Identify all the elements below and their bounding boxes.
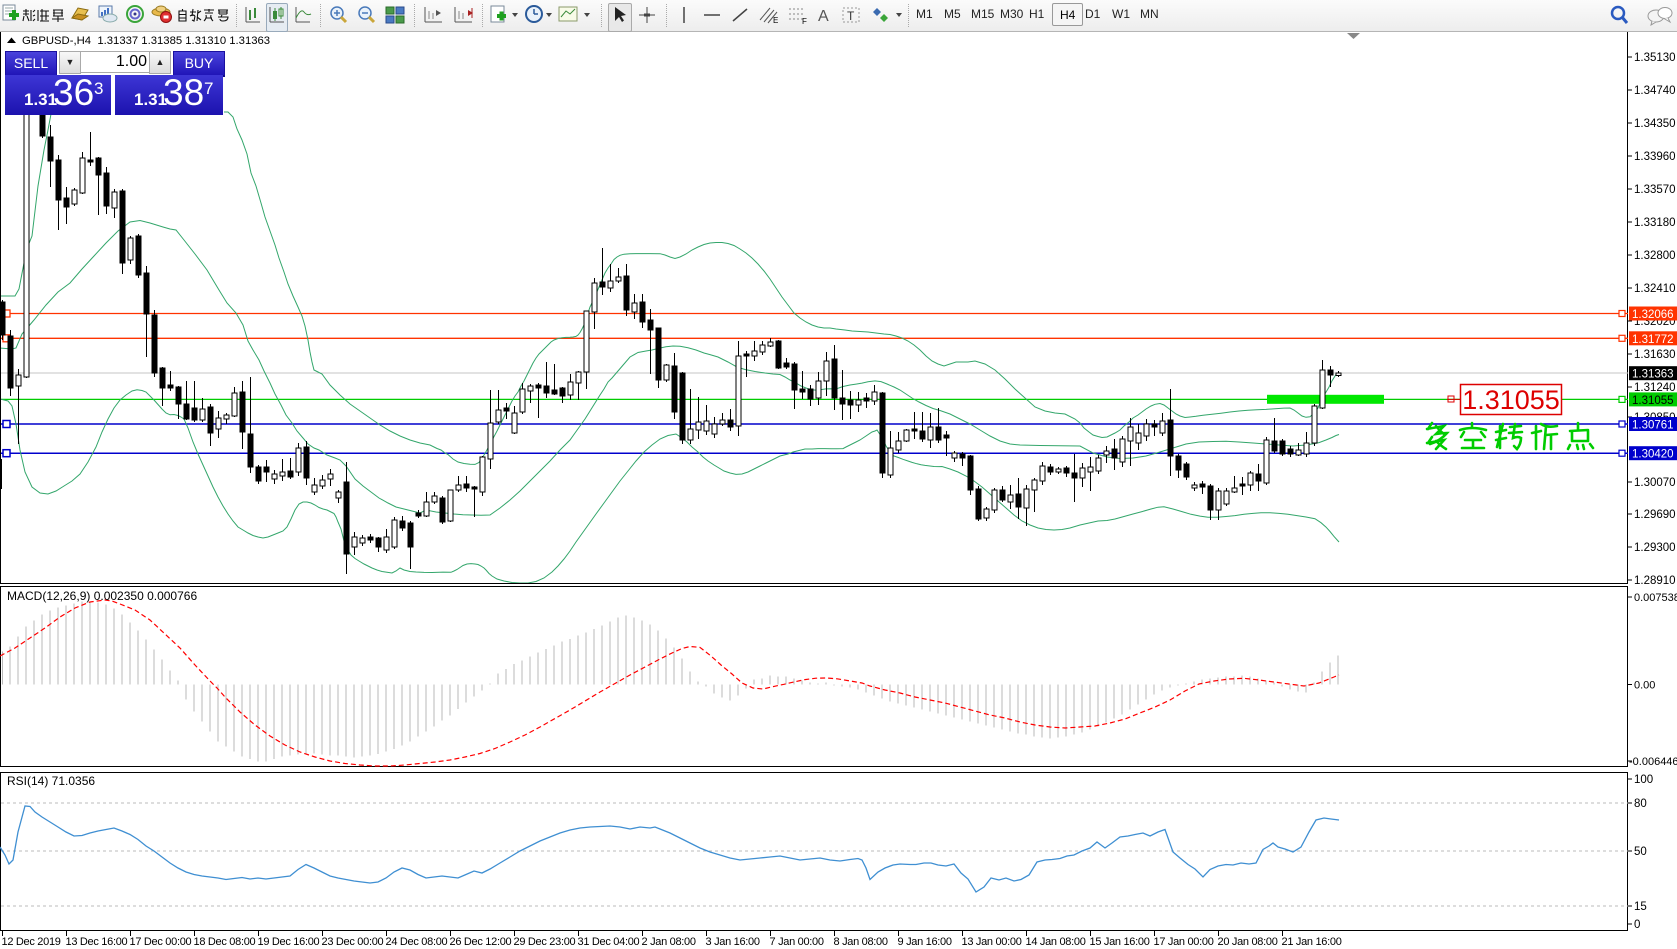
- svg-text:1.31630: 1.31630: [1634, 349, 1676, 361]
- svg-text:31 Dec 04:00: 31 Dec 04:00: [578, 936, 640, 948]
- svg-text:1.31240: 1.31240: [1634, 382, 1676, 394]
- svg-text:1.32066: 1.32066: [1632, 309, 1674, 321]
- svg-text:18 Dec 08:00: 18 Dec 08:00: [194, 936, 256, 948]
- svg-text:-0.006446: -0.006446: [1629, 756, 1677, 768]
- svg-text:50: 50: [1634, 846, 1647, 858]
- svg-text:1.34740: 1.34740: [1634, 85, 1676, 97]
- svg-text:21 Jan 16:00: 21 Jan 16:00: [1282, 936, 1342, 948]
- svg-text:26 Dec 12:00: 26 Dec 12:00: [450, 936, 512, 948]
- svg-text:24 Dec 08:00: 24 Dec 08:00: [386, 936, 448, 948]
- svg-text:3 Jan 16:00: 3 Jan 16:00: [706, 936, 760, 948]
- svg-text:12 Dec 2019: 12 Dec 2019: [2, 936, 61, 948]
- svg-text:19 Dec 16:00: 19 Dec 16:00: [258, 936, 320, 948]
- svg-text:1.33180: 1.33180: [1634, 217, 1676, 229]
- svg-text:A: A: [818, 8, 829, 25]
- svg-text:E: E: [773, 16, 778, 25]
- svg-text:1.31772: 1.31772: [1632, 334, 1674, 346]
- svg-text:1.35130: 1.35130: [1634, 52, 1676, 64]
- svg-text:0.007538: 0.007538: [1634, 592, 1677, 604]
- svg-text:0: 0: [1634, 919, 1640, 931]
- svg-text:15 Jan 16:00: 15 Jan 16:00: [1090, 936, 1150, 948]
- svg-text:8 Jan 08:00: 8 Jan 08:00: [834, 936, 888, 948]
- svg-text:RSI(14) 71.0356: RSI(14) 71.0356: [7, 774, 95, 788]
- svg-text:1.28910: 1.28910: [1634, 575, 1676, 587]
- svg-text:1.29300: 1.29300: [1634, 542, 1676, 554]
- svg-text:MACD(12,26,9) 0.002350 0.00076: MACD(12,26,9) 0.002350 0.000766: [7, 589, 197, 603]
- svg-text:1.31055: 1.31055: [1462, 385, 1560, 415]
- svg-text:13 Dec 16:00: 13 Dec 16:00: [66, 936, 128, 948]
- svg-text:1.33570: 1.33570: [1634, 184, 1676, 196]
- svg-text:9 Jan 16:00: 9 Jan 16:00: [898, 936, 952, 948]
- svg-text:23 Dec 00:00: 23 Dec 00:00: [322, 936, 384, 948]
- svg-text:1.34350: 1.34350: [1634, 118, 1676, 130]
- svg-text:100: 100: [1634, 774, 1653, 786]
- svg-text:GBPUSD-,H4 1.31337 1.31385 1.: GBPUSD-,H4 1.31337 1.31385 1.31310 1.313…: [22, 35, 270, 47]
- svg-text:17 Jan 00:00: 17 Jan 00:00: [1154, 936, 1214, 948]
- svg-text:0.00: 0.00: [1634, 680, 1655, 692]
- svg-text:20 Jan 08:00: 20 Jan 08:00: [1218, 936, 1278, 948]
- svg-text:13 Jan 00:00: 13 Jan 00:00: [962, 936, 1022, 948]
- svg-text:1.30761: 1.30761: [1632, 420, 1674, 432]
- svg-text:80: 80: [1634, 798, 1647, 810]
- svg-text:1.31055: 1.31055: [1632, 395, 1674, 407]
- svg-text:1.30420: 1.30420: [1632, 449, 1674, 461]
- svg-text:1.32410: 1.32410: [1634, 283, 1676, 295]
- svg-text:1.32800: 1.32800: [1634, 250, 1676, 262]
- svg-text:2 Jan 08:00: 2 Jan 08:00: [642, 936, 696, 948]
- svg-text:1.33960: 1.33960: [1634, 151, 1676, 163]
- svg-text:1.31363: 1.31363: [1632, 369, 1674, 381]
- svg-text:29 Dec 23:00: 29 Dec 23:00: [514, 936, 576, 948]
- svg-text:1.29690: 1.29690: [1634, 509, 1676, 521]
- svg-text:17 Dec 00:00: 17 Dec 00:00: [130, 936, 192, 948]
- svg-text:F: F: [802, 17, 807, 26]
- svg-text:T: T: [847, 9, 855, 23]
- svg-text:1.30070: 1.30070: [1634, 477, 1676, 489]
- svg-text:15: 15: [1634, 901, 1647, 913]
- svg-text:7 Jan 00:00: 7 Jan 00:00: [770, 936, 824, 948]
- svg-text:14 Jan 08:00: 14 Jan 08:00: [1026, 936, 1086, 948]
